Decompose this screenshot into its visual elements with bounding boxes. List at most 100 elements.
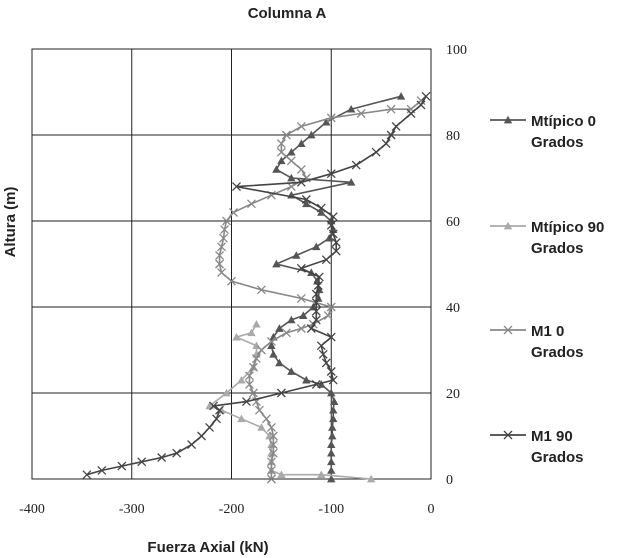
data-point [275, 358, 284, 367]
data-point [366, 474, 376, 483]
data-point [212, 414, 221, 424]
data-point [272, 259, 281, 268]
x-marker-stroke [281, 328, 291, 338]
series-layer [82, 91, 431, 484]
x-marker-stroke [286, 156, 296, 166]
data-point [229, 207, 238, 217]
x-marker-stroke [215, 250, 224, 260]
data-point [296, 293, 306, 303]
x-marker-stroke [503, 430, 513, 440]
legend-item: Mtípico 90 Grados [490, 219, 604, 257]
x-marker-stroke [321, 255, 331, 265]
x-marker-stroke [117, 461, 127, 471]
data-point [421, 91, 431, 101]
x-marker-stroke [244, 371, 254, 381]
data-point [275, 324, 284, 332]
data-point [276, 139, 286, 149]
x-marker-stroke [386, 130, 396, 140]
data-point [252, 320, 261, 328]
data-point [297, 139, 306, 147]
x-marker-stroke [266, 474, 276, 484]
x-marker-stroke [328, 229, 338, 239]
data-point [97, 465, 107, 475]
data-point [205, 422, 215, 432]
y-tick-label: 80 [446, 129, 460, 144]
data-point [347, 105, 356, 113]
x-marker-stroke [268, 431, 278, 441]
data-point [267, 341, 276, 350]
data-point [396, 92, 406, 100]
data-point [307, 130, 316, 139]
data-point [326, 367, 336, 376]
data-point [266, 422, 276, 432]
y-tick-label: 60 [446, 215, 460, 230]
data-point [306, 324, 316, 333]
x-marker-stroke [321, 358, 331, 368]
data-point [326, 220, 336, 230]
data-point [328, 423, 337, 431]
data-point [327, 474, 336, 483]
x-marker-stroke [311, 315, 321, 325]
x-tick-label: -300 [119, 502, 145, 517]
data-point [232, 182, 241, 192]
x-marker-stroke [266, 336, 276, 346]
x-marker-stroke [301, 195, 311, 204]
data-point [356, 109, 366, 118]
data-point [327, 449, 336, 457]
data-point [256, 285, 266, 295]
data-point [386, 104, 396, 114]
legend-marker [503, 115, 513, 124]
data-point [381, 139, 391, 149]
data-point [328, 212, 338, 222]
data-point [277, 470, 286, 479]
x-marker-stroke [246, 199, 256, 209]
data-point [317, 380, 326, 388]
data-point [209, 401, 219, 411]
x-marker-stroke [261, 414, 271, 424]
x-marker-stroke [371, 147, 381, 157]
x-marker-stroke [229, 207, 238, 217]
x-marker-stroke [276, 388, 286, 398]
x-marker-stroke [137, 457, 147, 467]
data-point [386, 130, 396, 140]
data-point [327, 466, 336, 474]
data-point [247, 328, 256, 337]
x-marker-stroke [217, 242, 226, 252]
x-marker-stroke [326, 113, 336, 123]
data-point [215, 259, 224, 269]
data-point [215, 405, 224, 415]
x-marker-stroke [503, 325, 513, 335]
data-point [317, 208, 326, 216]
x-marker-stroke [356, 109, 366, 118]
legend-marker [503, 325, 513, 335]
data-point [316, 203, 326, 213]
x-axis-label: Fuerza Axial (kN) [147, 539, 268, 556]
x-marker-stroke [215, 405, 224, 415]
data-point [266, 336, 276, 346]
legend-label: Grados [531, 240, 584, 257]
data-point [331, 238, 341, 247]
legend-label: Grados [531, 344, 584, 361]
series-line [207, 323, 372, 480]
data-point [281, 130, 291, 140]
x-marker-stroke [306, 324, 316, 333]
x-marker-stroke [351, 160, 361, 170]
data-point [311, 379, 321, 389]
data-point [172, 448, 182, 458]
x-marker-stroke [316, 341, 326, 351]
data-point [268, 431, 278, 441]
data-point [326, 332, 336, 342]
data-point [137, 457, 147, 467]
y-tick-labels: 0 20 40 60 80 100 [446, 43, 467, 488]
data-point [272, 165, 281, 173]
data-point [302, 199, 311, 208]
x-marker-stroke [331, 246, 341, 256]
x-marker-stroke [248, 388, 258, 398]
data-point [322, 117, 331, 126]
x-marker-stroke [316, 203, 326, 213]
x-marker-stroke [381, 139, 391, 149]
x-marker-stroke [311, 379, 321, 389]
data-point [326, 113, 336, 123]
x-marker-stroke [256, 285, 266, 295]
